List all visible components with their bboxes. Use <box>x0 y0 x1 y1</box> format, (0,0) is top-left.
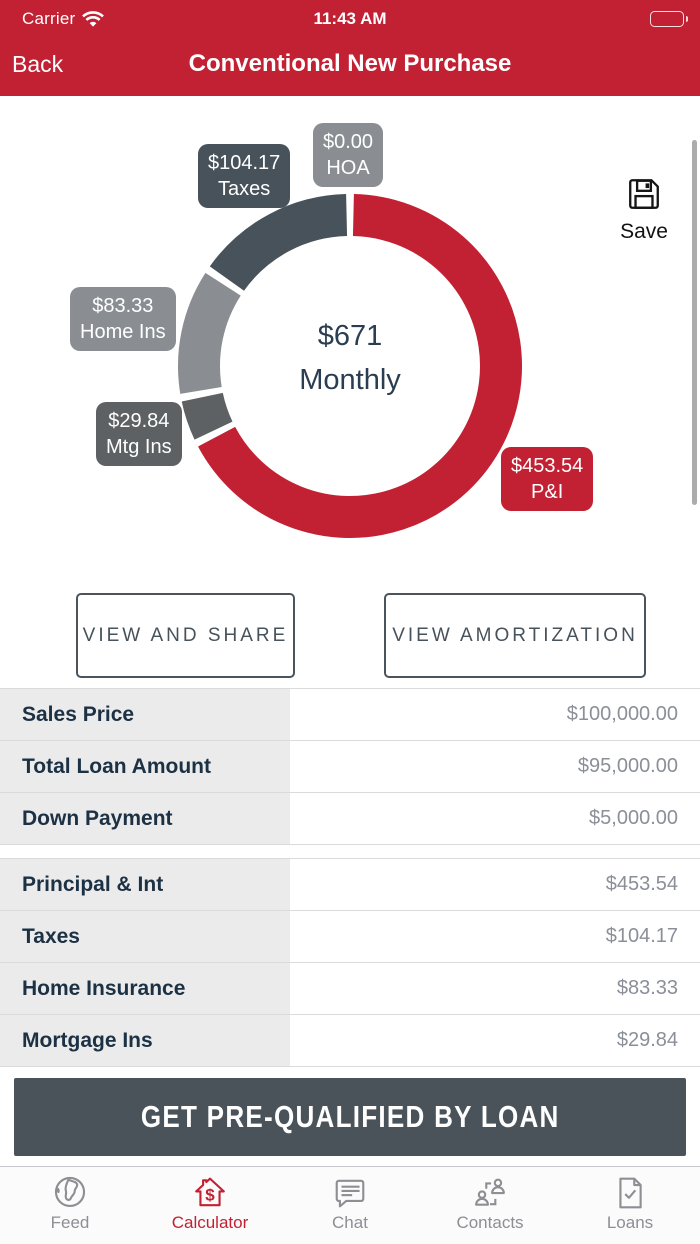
mtg-ins-value: $29.84 <box>108 410 170 432</box>
row-label: Principal & Int <box>0 859 290 910</box>
page-title: Conventional New Purchase <box>188 50 512 77</box>
tab-contacts-label: Contacts <box>456 1213 524 1232</box>
document-check-icon <box>619 1177 642 1209</box>
mtg-ins-label: Mtg Ins <box>106 436 172 458</box>
save-button[interactable]: Save <box>610 176 678 244</box>
clock: 11:43 AM <box>313 9 387 28</box>
table-row-sales-price[interactable]: Sales Price $100,000.00 <box>0 689 700 741</box>
status-bar: Carrier 11:43 AM <box>0 0 700 32</box>
payment-donut-chart <box>178 194 522 538</box>
row-label: Taxes <box>0 911 290 962</box>
tab-chat[interactable]: Chat <box>280 1167 420 1244</box>
pi-value: $453.54 <box>511 455 584 477</box>
header: Carrier 11:43 AM Back Conventional New P… <box>0 0 700 96</box>
taxes-badge: $104.17 Taxes <box>198 144 291 208</box>
table-row-down-payment[interactable]: Down Payment $5,000.00 <box>0 793 700 845</box>
mtg-ins-badge: $29.84 Mtg Ins <box>96 402 182 466</box>
tab-contacts[interactable]: Contacts <box>420 1167 560 1244</box>
save-label: Save <box>620 220 668 243</box>
table-row-home-insurance[interactable]: Home Insurance $83.33 <box>0 963 700 1015</box>
tab-feed[interactable]: Feed <box>0 1167 140 1244</box>
row-value: $100,000.00 <box>566 703 678 725</box>
row-value: $453.54 <box>605 873 678 895</box>
back-button[interactable]: Back <box>12 50 64 77</box>
pi-badge: $453.54 P&I <box>501 447 594 511</box>
chart-center-text: $671 Monthly <box>250 314 450 402</box>
donut-segment-p-i <box>198 194 522 538</box>
row-value: $95,000.00 <box>577 755 678 777</box>
home-ins-value: $83.33 <box>92 295 154 317</box>
home-ins-label: Home Ins <box>80 321 166 343</box>
donut-segment-mtg-ins <box>181 392 233 440</box>
taxes-label: Taxes <box>218 178 271 200</box>
row-label: Total Loan Amount <box>0 741 290 792</box>
tab-loans[interactable]: Loans <box>560 1167 700 1244</box>
chat-bubble-icon <box>335 1179 365 1208</box>
contacts-icon <box>475 1178 505 1206</box>
svg-text:$: $ <box>205 1185 215 1204</box>
row-label: Mortgage Ins <box>0 1015 290 1066</box>
monthly-total-value: $671 <box>317 320 383 352</box>
monthly-total-label: Monthly <box>299 364 401 396</box>
get-prequalified-label: GET PRE-QUALIFIED BY LOAN <box>140 1099 560 1134</box>
tab-bar: Feed $ Calculator Chat <box>0 1166 700 1244</box>
table-group-separator <box>0 845 700 859</box>
tab-chat-label: Chat <box>332 1213 368 1232</box>
table-row-taxes[interactable]: Taxes $104.17 <box>0 911 700 963</box>
donut-segment-taxes <box>209 194 348 292</box>
row-value: $83.33 <box>616 977 678 999</box>
wifi-icon <box>82 10 105 28</box>
home-ins-badge: $83.33 Home Ins <box>70 287 176 351</box>
globe-icon <box>54 1176 86 1208</box>
row-label: Sales Price <box>0 689 290 740</box>
tab-calculator-label: Calculator <box>171 1213 249 1232</box>
hoa-value: $0.00 <box>323 131 374 153</box>
hoa-label: HOA <box>326 157 370 179</box>
table-row-mortgage-ins[interactable]: Mortgage Ins $29.84 <box>0 1015 700 1067</box>
row-label: Home Insurance <box>0 963 290 1014</box>
table-row-total-loan[interactable]: Total Loan Amount $95,000.00 <box>0 741 700 793</box>
row-value: $5,000.00 <box>589 807 678 829</box>
pi-label: P&I <box>531 481 564 503</box>
taxes-value: $104.17 <box>208 152 281 174</box>
loan-summary-table: Sales Price $100,000.00 Total Loan Amoun… <box>0 688 700 1067</box>
chart-actions: VIEW AND SHARE VIEW AMORTIZATION <box>0 593 700 678</box>
tab-loans-label: Loans <box>606 1213 654 1232</box>
scrollbar-thumb[interactable] <box>692 140 697 505</box>
row-value: $104.17 <box>605 925 678 947</box>
view-amortization-button[interactable]: VIEW AMORTIZATION <box>384 593 646 678</box>
get-prequalified-button[interactable]: GET PRE-QUALIFIED BY LOAN <box>14 1078 686 1156</box>
table-row-principal-int[interactable]: Principal & Int $453.54 <box>0 859 700 911</box>
hoa-badge: $0.00 HOA <box>313 123 384 187</box>
house-dollar-icon: $ <box>195 1177 225 1207</box>
donut-segment-home-ins <box>178 272 242 394</box>
tab-calculator[interactable]: $ Calculator <box>140 1167 280 1244</box>
tab-feed-label: Feed <box>50 1213 90 1232</box>
row-value: $29.84 <box>616 1029 678 1051</box>
payment-chart-section: $671 Monthly $0.00 HOA $104.17 Taxes $83… <box>0 96 700 590</box>
floppy-disk-icon <box>629 179 659 209</box>
view-and-share-button[interactable]: VIEW AND SHARE <box>76 593 295 678</box>
carrier-label: Carrier <box>22 9 76 28</box>
battery-icon <box>650 11 688 27</box>
row-label: Down Payment <box>0 793 290 844</box>
nav-bar: Back Conventional New Purchase <box>0 32 700 96</box>
